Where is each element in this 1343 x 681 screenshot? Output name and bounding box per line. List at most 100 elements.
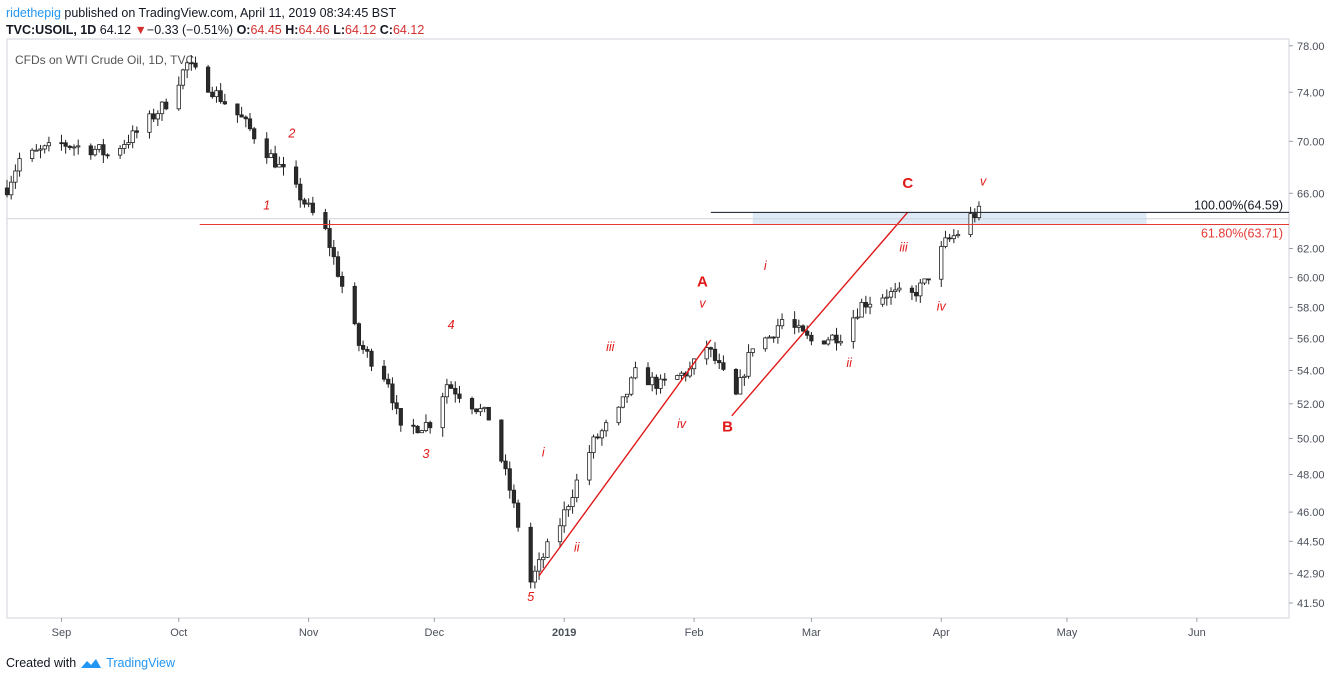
x-tick-label: Sep: [52, 627, 72, 639]
y-tick-label: 48.00: [1297, 469, 1325, 481]
candle-down: [222, 101, 227, 105]
candle-down: [428, 422, 433, 429]
candle-down: [302, 199, 307, 205]
candle-down: [511, 489, 517, 504]
wave-label: i: [542, 445, 546, 459]
candle-up: [545, 541, 550, 558]
candle-up: [180, 69, 186, 86]
published-text: published on TradingView.com, April 11, …: [64, 6, 397, 20]
x-tick-label: Jun: [1188, 627, 1206, 639]
y-tick-label: 42.90: [1297, 569, 1325, 581]
tradingview-brand[interactable]: TradingView: [106, 656, 175, 670]
candle-up: [159, 101, 165, 115]
candle-up: [419, 430, 424, 434]
candle-up: [574, 479, 579, 498]
candle-down: [834, 334, 839, 344]
symbol-quote-line: TVC:USOIL, 1D 64.12 ▼−0.33 (−0.51%) O:64…: [6, 22, 424, 38]
candle-up: [30, 149, 35, 159]
candle-up: [306, 202, 311, 205]
candle-up: [130, 130, 135, 144]
candle-up: [444, 384, 450, 398]
chart-plot-area[interactable]: [6, 38, 1290, 619]
wave-label: A: [697, 273, 708, 290]
candle-up: [918, 282, 923, 297]
high-value: 64.46: [298, 23, 330, 37]
candle-down: [59, 142, 64, 145]
candle-down: [63, 142, 68, 147]
candle-down: [909, 287, 915, 293]
wave-label: B: [722, 418, 733, 435]
candle-up: [939, 246, 944, 280]
candle-up: [779, 319, 785, 327]
candle-up: [185, 62, 190, 71]
candle-down: [486, 406, 491, 421]
wave-label: 1: [263, 198, 270, 212]
close-value: 64.12: [392, 23, 425, 37]
last-price: 64.12: [99, 23, 132, 37]
candle-up: [767, 336, 772, 339]
candle-down: [771, 336, 776, 339]
candle-down: [101, 144, 106, 156]
candle-down: [809, 334, 814, 342]
candle-up: [880, 297, 885, 305]
y-tick-label: 41.50: [1297, 598, 1325, 610]
candle-up: [922, 278, 927, 284]
candle-down: [712, 348, 718, 361]
candle-down: [352, 285, 357, 325]
candle-up: [629, 377, 634, 395]
candle-down: [193, 62, 198, 68]
candle-up: [604, 422, 609, 432]
publish-header: ridethepig published on TradingView.com,…: [6, 4, 396, 22]
candle-up: [562, 509, 567, 527]
candle-up: [587, 452, 592, 481]
candle-up: [147, 113, 152, 133]
candle-up: [17, 158, 22, 172]
x-tick-label: 2019: [552, 627, 576, 639]
candle-up: [423, 422, 429, 431]
wave-label: iii: [899, 240, 909, 254]
candle-up: [738, 377, 743, 395]
author-link[interactable]: ridethepig: [6, 6, 61, 20]
wave-label: ii: [574, 540, 581, 554]
candle-up: [118, 148, 123, 156]
candle-up: [92, 148, 98, 156]
candle-up: [750, 348, 755, 353]
candle-down: [415, 425, 420, 434]
candle-down: [453, 387, 458, 395]
candle-down: [369, 350, 374, 367]
candle-down: [273, 153, 278, 168]
wave-label: 5: [527, 590, 534, 604]
wave-line-1: [538, 339, 712, 577]
wave-label: iii: [606, 340, 616, 354]
wave-label: iv: [677, 417, 687, 431]
open-value: 64.45: [250, 23, 282, 37]
candle-down: [381, 365, 387, 380]
price-change: −0.33 (−0.51%): [146, 23, 234, 37]
candle-up: [214, 90, 219, 98]
candle-up: [97, 144, 102, 150]
wave-label: ii: [846, 356, 853, 370]
candle-up: [888, 291, 894, 298]
candle-down: [708, 347, 713, 350]
candle-up: [658, 378, 663, 389]
candle-down: [164, 101, 169, 110]
candle-down: [800, 325, 806, 332]
candle-up: [9, 181, 14, 196]
wave-line-2: [731, 211, 909, 417]
footer: Created with TradingView: [6, 655, 175, 671]
candle-up: [838, 341, 843, 344]
candle-down: [654, 376, 659, 389]
candle-up: [955, 234, 961, 237]
candle-down: [805, 330, 810, 336]
candle-up: [796, 325, 801, 328]
candle-up: [897, 287, 902, 291]
wave-label: v: [980, 174, 987, 188]
candle-down: [386, 378, 391, 385]
candle-down: [239, 114, 244, 118]
candle-up: [566, 506, 571, 511]
candle-up: [71, 146, 77, 149]
candle-up: [76, 145, 81, 148]
y-tick-label: 62.00: [1297, 243, 1325, 255]
candle-down: [390, 383, 395, 404]
